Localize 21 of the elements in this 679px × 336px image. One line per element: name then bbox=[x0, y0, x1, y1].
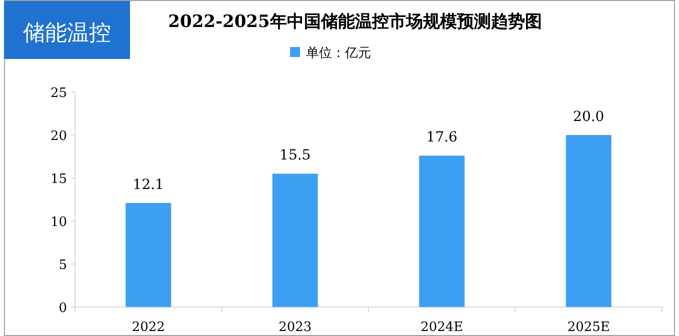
y-tick-label: 20 bbox=[50, 129, 67, 144]
bar bbox=[566, 135, 612, 307]
chart-title: 2022-2025年中国储能温控市场规模预测趋势图 bbox=[168, 12, 542, 32]
x-tick-label: 2022 bbox=[132, 320, 165, 335]
y-tick-label: 15 bbox=[50, 172, 67, 187]
data-label: 17.6 bbox=[426, 130, 458, 146]
y-tick-label: 10 bbox=[50, 215, 67, 230]
y-tick-label: 0 bbox=[58, 301, 67, 316]
legend-label: 单位：亿元 bbox=[306, 46, 371, 61]
badge: 储能温控 bbox=[4, 1, 130, 59]
data-label: 15.5 bbox=[280, 148, 311, 164]
bar bbox=[419, 156, 465, 307]
bar bbox=[126, 202, 172, 307]
x-tick-label: 2023 bbox=[278, 320, 312, 335]
y-tick-label: 25 bbox=[50, 86, 67, 101]
y-tick-label: 5 bbox=[58, 258, 67, 273]
data-label: 12.1 bbox=[132, 176, 164, 193]
bar bbox=[272, 174, 318, 307]
x-tick-label: 2024E bbox=[420, 320, 464, 335]
data-label: 20.0 bbox=[573, 109, 604, 125]
x-tick-label: 2025E bbox=[567, 320, 610, 335]
